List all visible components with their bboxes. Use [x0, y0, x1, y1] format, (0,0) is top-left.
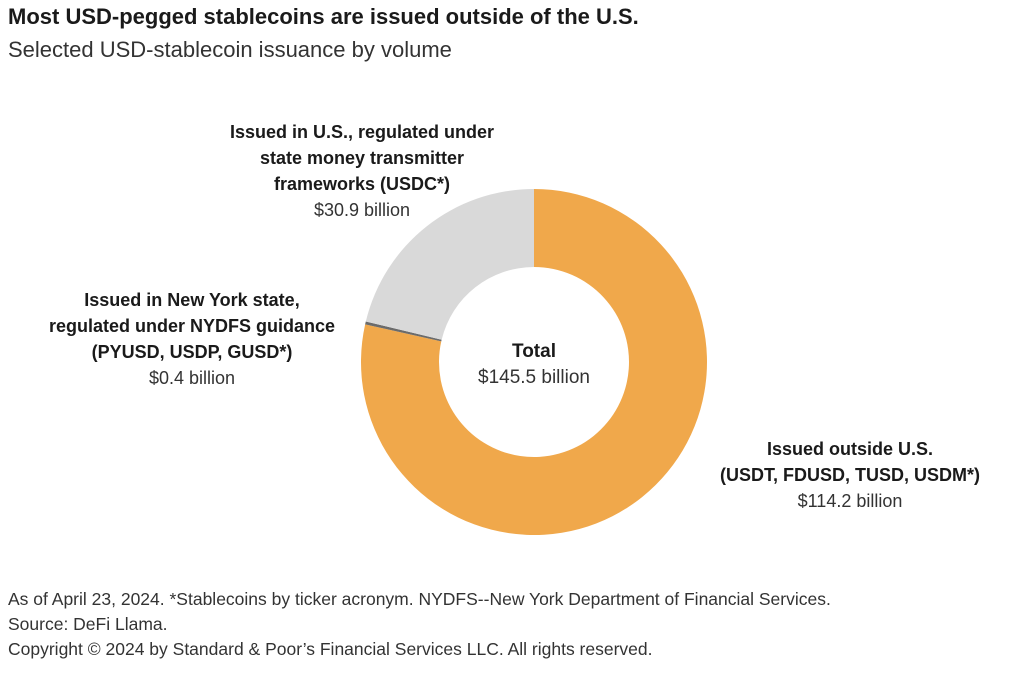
- label-issued-outside-us: Issued outside U.S. (USDT, FDUSD, TUSD, …: [700, 436, 1000, 514]
- label-issued-in-us: Issued in U.S., regulated under state mo…: [212, 119, 512, 223]
- label-us-value: $30.9 billion: [313, 200, 411, 220]
- chart-title: Most USD-pegged stablecoins are issued o…: [8, 4, 639, 29]
- donut-slice-2: [365, 189, 534, 340]
- chart-subtitle: Selected USD-stablecoin issuance by volu…: [8, 37, 452, 62]
- footer: As of April 23, 2024. *Stablecoins by ti…: [8, 587, 831, 662]
- label-ny-value: $0.4 billion: [148, 368, 236, 388]
- label-outside-line-2: (USDT, FDUSD, TUSD, USDM*): [720, 465, 980, 485]
- donut-slice-0: [360, 189, 708, 536]
- label-outside-line-1: Issued outside U.S.: [766, 439, 934, 459]
- center-label: Total: [512, 341, 556, 362]
- label-us-line-3: frameworks (USDC*): [273, 174, 451, 194]
- center-value: $145.5 billion: [478, 367, 590, 388]
- label-issued-in-new-york: Issued in New York state, regulated unde…: [27, 287, 357, 391]
- label-us-line-2: state money transmitter: [259, 148, 465, 168]
- footer-note: As of April 23, 2024. *Stablecoins by ti…: [8, 589, 831, 609]
- label-outside-value: $114.2 billion: [797, 491, 903, 511]
- label-ny-line-2: regulated under NYDFS guidance: [48, 316, 336, 336]
- label-ny-line-1: Issued in New York state,: [84, 290, 300, 310]
- footer-source: Source: DeFi Llama.: [8, 614, 168, 634]
- donut-slice-1: [365, 321, 442, 342]
- footer-copyright: Copyright © 2024 by Standard & Poor’s Fi…: [8, 639, 653, 659]
- label-us-line-1: Issued in U.S., regulated under: [229, 122, 495, 142]
- label-ny-line-3: (PYUSD, USDP, GUSD*): [91, 342, 293, 362]
